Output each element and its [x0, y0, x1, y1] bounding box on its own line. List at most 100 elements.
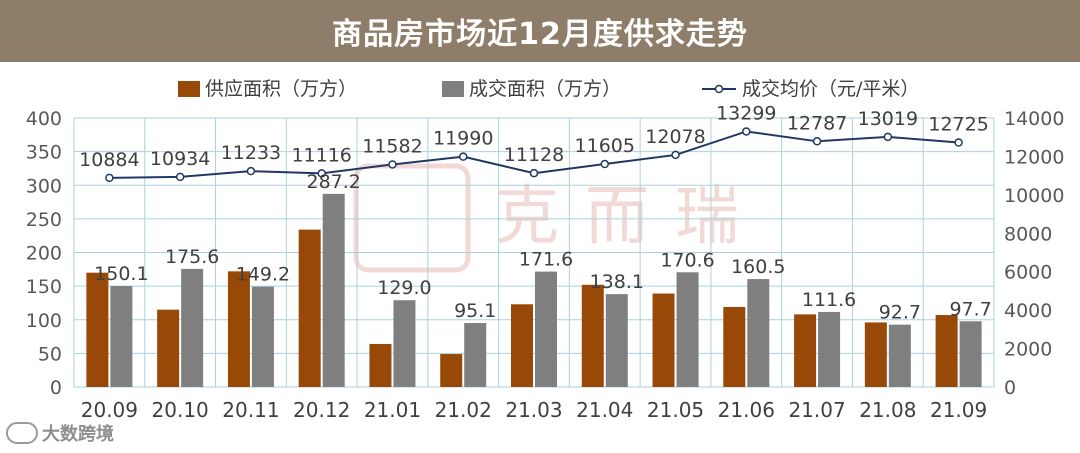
x-tick-label: 21.03: [505, 398, 562, 422]
y-right-tick-label: 14000: [1004, 108, 1064, 130]
supply-bar: [369, 343, 392, 387]
deal-bar-label: 170.6: [660, 249, 714, 271]
deal-bar: [464, 323, 487, 387]
supply-bar: [581, 284, 604, 387]
y-right-tick-label: 12000: [1004, 146, 1064, 168]
legend-label-deal: 成交面积（万方）: [469, 78, 621, 100]
legend-label-price: 成交均价（元/平米）: [742, 78, 919, 100]
y-left-tick-label: 200: [26, 243, 62, 265]
deal-bar: [251, 286, 274, 387]
x-tick-label: 20.12: [293, 398, 350, 422]
x-tick-label: 21.01: [364, 398, 421, 422]
supply-bar: [227, 271, 250, 387]
axes: 0501001502002503003504000200040006000800…: [26, 108, 1065, 422]
price-label: 11116: [291, 144, 351, 166]
supply-bar: [652, 293, 675, 387]
y-right-tick-label: 6000: [1004, 262, 1052, 284]
legend-marker-price: [714, 84, 724, 94]
y-right-tick-label: 0: [1004, 377, 1016, 399]
price-line: [105, 127, 963, 183]
deal-bar: [605, 294, 628, 387]
price-point: [175, 172, 185, 182]
x-tick-label: 21.07: [788, 398, 845, 422]
price-label: 13299: [716, 102, 776, 124]
price-point: [671, 150, 680, 160]
supply-bar: [86, 272, 109, 387]
supply-bar: [157, 309, 180, 387]
price-point: [388, 160, 397, 169]
deal-bar-label: 160.5: [731, 256, 785, 278]
x-tick-label: 20.09: [81, 398, 138, 422]
deal-bar: [110, 286, 133, 387]
supply-bar: [935, 315, 958, 387]
price-label: 12078: [645, 126, 705, 148]
x-tick-label: 21.08: [859, 398, 916, 422]
deal-bar: [676, 272, 699, 387]
y-right-tick-label: 10000: [1004, 185, 1064, 207]
price-label: 13019: [858, 108, 918, 130]
y-left-tick-label: 400: [26, 108, 62, 130]
legend-swatch-deal: [442, 81, 464, 97]
y-left-tick-label: 250: [26, 209, 62, 231]
x-tick-label: 20.10: [152, 398, 209, 422]
logo-icon: [6, 422, 38, 444]
price-label: 10884: [79, 149, 139, 171]
y-right-tick-label: 4000: [1004, 300, 1052, 322]
watermark: 克而瑞: [353, 163, 739, 273]
supply-bar: [864, 322, 887, 387]
price-point: [529, 168, 539, 178]
price-point: [883, 132, 893, 142]
price-label: 10934: [150, 148, 210, 170]
price-label: 12725: [928, 113, 988, 135]
y-left-tick-label: 50: [38, 343, 62, 365]
deal-bar-label: 111.6: [802, 289, 856, 311]
deal-bar: [393, 300, 416, 387]
deal-bar: [181, 268, 204, 387]
deal-bar-label: 129.0: [377, 277, 431, 299]
chart-title: 商品房市场近12月度供求走势: [332, 17, 748, 52]
deal-bar: [322, 193, 345, 387]
deal-bar-label: 175.6: [165, 246, 219, 268]
price-point: [742, 127, 751, 136]
deal-bar-label: 97.7: [949, 298, 991, 320]
x-tick-label: 21.06: [718, 398, 775, 422]
chart-canvas: 克而瑞 供应面积（万方） 成交面积（万方） 成交均价（元/平米） 150.1 175.…: [26, 78, 1065, 422]
data-labels: 150.1 175.6 149.2 287.2 129.0 95.1 171.6 138.1 1…: [79, 102, 992, 323]
x-tick-label: 21.04: [576, 398, 633, 422]
deal-bar: [535, 271, 557, 387]
legend: 供应面积（万方） 成交面积（万方） 成交均价（元/平米）: [178, 78, 919, 100]
y-left-tick-label: 0: [50, 377, 62, 399]
deal-bar-label: 287.2: [306, 171, 360, 193]
price-label: 11990: [433, 128, 493, 150]
legend-label-supply: 供应面积（万方）: [205, 78, 357, 100]
x-tick-label: 20.11: [222, 398, 279, 422]
deal-bar-label: 171.6: [519, 249, 573, 271]
y-left-tick-label: 300: [26, 175, 62, 197]
x-tick-label: 21.05: [647, 398, 704, 422]
y-left-tick-label: 350: [26, 142, 62, 164]
price-point: [954, 138, 963, 147]
deal-bar-label: 92.7: [879, 302, 921, 324]
price-label: 11582: [362, 135, 422, 157]
price-point: [812, 137, 822, 146]
price-point: [458, 152, 468, 161]
price-label: 12787: [787, 112, 847, 134]
y-left-tick-label: 100: [26, 310, 62, 332]
price-point: [317, 169, 326, 178]
price-label: 11128: [504, 144, 564, 166]
x-tick-label: 21.02: [435, 398, 492, 422]
deal-bar: [747, 279, 770, 387]
source-logo: 大数跨境: [6, 420, 114, 446]
deal-bar-label: 150.1: [94, 263, 148, 285]
source-logo-text: 大数跨境: [42, 424, 114, 445]
supply-bar: [794, 314, 817, 387]
deal-bar-label: 138.1: [590, 271, 644, 293]
price-label: 11233: [221, 142, 281, 164]
supply-bar: [298, 229, 321, 387]
grid: [73, 117, 995, 388]
x-tick-label: 21.09: [930, 398, 987, 422]
supply-bar: [511, 304, 533, 387]
y-right-tick-label: 2000: [1004, 339, 1052, 361]
title-bar: 商品房市场近12月度供求走势: [0, 0, 1080, 62]
price-point: [600, 159, 610, 169]
